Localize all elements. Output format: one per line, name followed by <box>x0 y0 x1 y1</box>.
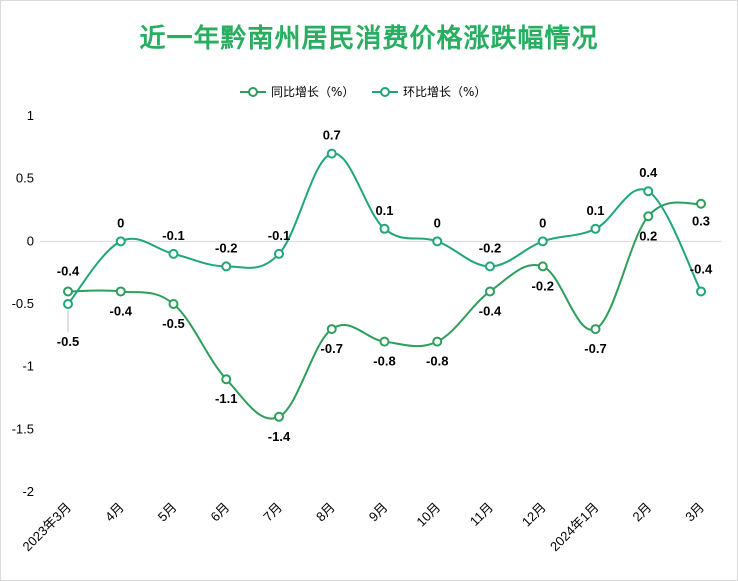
data-point <box>696 198 706 209</box>
chart-title: 近一年黔南州居民消费价格涨跌幅情况 <box>139 24 599 54</box>
x-tick-label: 4月 <box>102 500 127 525</box>
data-label: 0.3 <box>692 214 710 229</box>
x-tick-label: 2024年1月 <box>547 500 602 555</box>
data-point <box>485 286 495 297</box>
y-tick-label: -0.5 <box>12 296 34 311</box>
data-label: -0.1 <box>268 228 290 243</box>
y-tick-label: -1.5 <box>12 421 34 436</box>
x-tick-label: 6月 <box>207 500 232 525</box>
data-point <box>537 236 548 247</box>
data-label: -0.4 <box>479 303 502 318</box>
data-label: 0 <box>539 215 546 230</box>
x-tick-label: 9月 <box>366 500 391 525</box>
data-point <box>168 299 179 309</box>
x-tick-label: 11月 <box>467 500 496 529</box>
data-point <box>63 299 73 309</box>
data-point <box>643 186 654 197</box>
data-label: 0.4 <box>639 165 658 180</box>
data-label: -0.4 <box>57 263 80 278</box>
data-label: -1.4 <box>268 429 291 444</box>
data-point <box>485 261 495 272</box>
y-tick-label: 1 <box>27 108 34 123</box>
x-tick-label: 3月 <box>682 500 707 525</box>
legend-swatch-marker <box>248 87 258 97</box>
data-label: -0.8 <box>426 354 448 369</box>
data-point <box>274 411 284 422</box>
data-label: -0.1 <box>162 228 184 243</box>
data-point <box>643 211 654 222</box>
data-point <box>63 286 73 297</box>
data-label: 0.1 <box>586 203 604 218</box>
data-label: 0.7 <box>323 128 341 143</box>
data-label: 0.2 <box>639 228 657 243</box>
data-point <box>379 336 390 347</box>
data-point <box>115 236 126 247</box>
data-point <box>432 236 443 247</box>
x-tick-label: 2023年3月 <box>20 500 75 555</box>
data-label: 0 <box>434 215 441 230</box>
data-point <box>221 261 232 272</box>
data-point <box>326 148 337 159</box>
data-point <box>168 248 179 259</box>
x-tick-label: 7月 <box>260 500 285 525</box>
x-tick-label: 12月 <box>519 500 549 530</box>
data-label: -0.2 <box>479 240 501 255</box>
legend-label: 环比增长（%） <box>403 85 486 99</box>
data-label: -0.2 <box>215 240 237 255</box>
y-tick-label: 0 <box>27 233 34 248</box>
data-label: 0 <box>117 215 124 230</box>
data-label: -0.5 <box>57 334 79 349</box>
y-tick-label: 0.5 <box>16 171 34 186</box>
data-label: -0.8 <box>373 354 395 369</box>
legend-label: 同比增长（%） <box>271 85 354 99</box>
x-tick-label: 8月 <box>313 500 338 525</box>
data-point <box>221 374 232 385</box>
x-tick-label: 10月 <box>413 500 443 530</box>
data-point <box>537 261 548 272</box>
legend-swatch-marker <box>380 87 390 97</box>
data-point <box>115 286 126 297</box>
data-label: 0.1 <box>375 203 393 218</box>
y-tick-label: -2 <box>22 484 34 499</box>
data-label: -0.4 <box>110 303 133 318</box>
x-tick-label: 5月 <box>155 500 180 525</box>
data-label: -0.4 <box>690 261 713 276</box>
data-point <box>590 324 601 335</box>
data-label: -0.7 <box>584 341 606 356</box>
data-point <box>696 286 706 297</box>
y-tick-label: -1 <box>22 359 34 374</box>
data-label: -0.2 <box>532 278 554 293</box>
data-point <box>379 223 390 234</box>
data-point <box>274 248 284 259</box>
data-point <box>326 324 337 335</box>
data-label: -0.5 <box>162 316 184 331</box>
data-label: -0.7 <box>321 341 343 356</box>
data-point <box>590 223 601 234</box>
data-point <box>432 336 443 347</box>
data-label: -1.1 <box>215 391 237 406</box>
x-tick-label: 2月 <box>629 500 654 525</box>
